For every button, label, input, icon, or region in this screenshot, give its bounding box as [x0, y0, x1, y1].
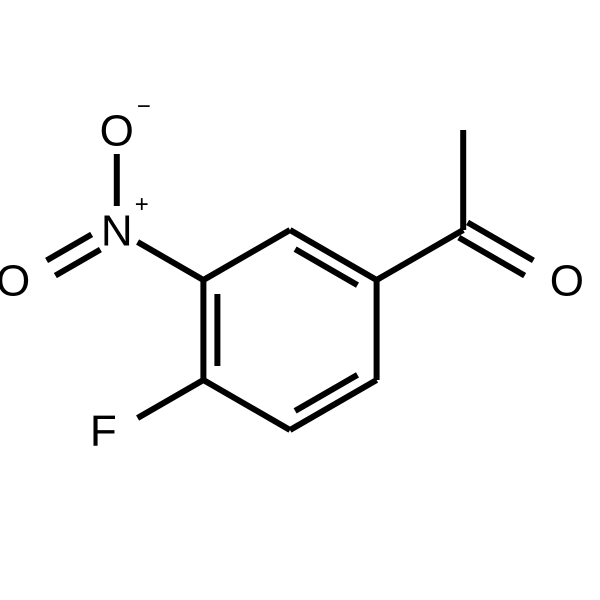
svg-text:−: − — [137, 93, 151, 120]
labels-layer: F N O O O + − — [0, 93, 584, 455]
svg-text:O: O — [550, 256, 584, 305]
svg-text:O: O — [0, 256, 30, 305]
svg-text:F: F — [90, 406, 117, 455]
svg-text:N: N — [101, 206, 133, 255]
svg-text:O: O — [100, 106, 134, 155]
molecule-diagram: F N O O O + − — [0, 0, 600, 600]
svg-text:+: + — [135, 191, 149, 218]
bonds-layer — [47, 130, 534, 430]
